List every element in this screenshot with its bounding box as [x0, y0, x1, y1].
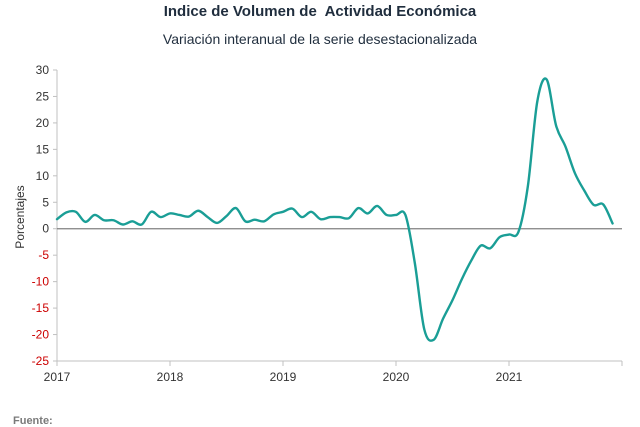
x-tick-label: 2021 [496, 370, 523, 384]
y-axis-ticks: -25 -20 -15 -10 -5 0 5 10 15 20 25 30 [32, 63, 57, 368]
x-tick-label: 2017 [44, 370, 71, 384]
y-tick-label: -20 [32, 328, 50, 342]
x-tick-label: 2020 [383, 370, 410, 384]
source-label: Fuente: [13, 415, 53, 427]
series-group [55, 77, 614, 342]
y-tick-label: 10 [36, 169, 50, 183]
series-line [55, 77, 614, 342]
axes [56, 70, 622, 362]
x-tick-label: 2018 [157, 370, 184, 384]
y-tick-label: 30 [36, 63, 50, 77]
chart-subtitle: Variación interanual de la serie desesta… [162, 31, 478, 47]
chart-title: Indice de Volumen de Actividad Económica [163, 3, 477, 20]
y-tick-label: 20 [36, 116, 50, 130]
y-tick-label: -5 [38, 248, 49, 262]
x-axis-ticks: 2017 2018 2019 2020 2021 [44, 361, 623, 384]
y-tick-label: 5 [42, 195, 49, 209]
y-tick-label: -15 [32, 301, 50, 315]
y-axis-title: Porcentajes [13, 185, 27, 248]
y-tick-label: 0 [42, 222, 49, 236]
x-tick-label: 2019 [270, 370, 297, 384]
y-tick-label: -10 [32, 275, 50, 289]
y-tick-label: 25 [36, 89, 50, 103]
y-tick-label: 15 [36, 142, 50, 156]
y-tick-label: -25 [32, 354, 50, 368]
